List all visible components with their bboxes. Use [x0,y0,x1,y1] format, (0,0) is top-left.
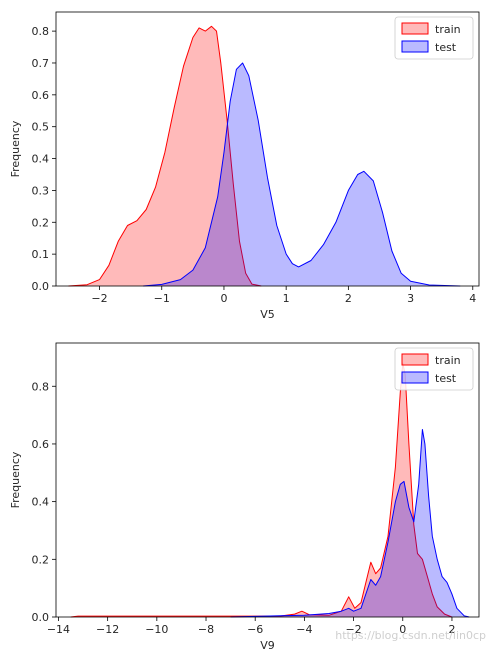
y-tick-label: 0.4 [32,496,50,509]
plot-frame [55,342,480,618]
series-fill-train [68,26,262,287]
series-fill-test [230,429,470,617]
y-axis-label: Frequency [9,120,22,177]
legend-swatch-train [401,22,429,35]
series-line-train [70,362,453,618]
x-tick-label: 0 [220,292,227,305]
legend-label-test: test [435,372,457,385]
chart-v9: −14 −12 −10 −8 −6 −4 −2 0 2 0.0 0.2 0.4 0.6 0.8 V9 Freq… [9,342,480,652]
series-line-test [230,429,470,618]
x-tick-label: −2 [91,292,107,305]
x-tick-label: −8 [198,623,214,636]
x-tick-label: −10 [145,623,168,636]
y-tick-label: 0.0 [32,611,50,624]
legend-label-train: train [435,23,461,36]
y-tick-label: 0.7 [32,57,50,70]
y-tick-label: 0.6 [32,89,50,102]
x-axis-label: V9 [260,639,275,652]
x-tick-label: −14 [47,623,70,636]
y-tick-label: 0.4 [32,153,50,166]
x-axis-label: V5 [260,308,275,321]
legend-label-test: test [435,41,457,54]
y-tick-label: 0.5 [32,121,50,134]
watermark: https://blog.csdn.net/lin0cp [335,629,486,642]
series-line-test [143,62,461,287]
y-tick-label: 0.3 [32,184,50,197]
y-tick-label: 0.1 [32,248,50,261]
legend-label-train: train [435,354,461,367]
x-tick-label: −12 [96,623,119,636]
series-line-train [68,25,262,287]
legend-swatch-test [401,40,429,53]
y-axis-label: Frequency [9,451,22,508]
x-tick-label: 0 [399,623,406,636]
x-tick-label: 1 [283,292,290,305]
plot-frame [55,11,480,287]
x-tick-label: −2 [345,623,361,636]
y-tick-label: 0.6 [32,438,50,451]
series-fill-test [143,63,461,286]
legend-box [394,16,474,60]
y-tick-label: 0.8 [32,25,50,38]
series-fill-train [70,363,452,617]
x-tick-label: −4 [296,623,312,636]
legend-box [394,347,474,391]
x-tick-label: 3 [407,292,414,305]
y-tick-label: 0.0 [32,280,50,293]
x-tick-label: −6 [247,623,263,636]
x-tick-label: 2 [448,623,455,636]
y-tick-label: 0.2 [32,553,50,566]
y-tick-label: 0.8 [32,380,50,393]
chart-v5: −2 −1 0 1 2 3 4 0.0 0.1 0.2 0.3 0.4 0.5 0.6 0.7 0.8 V5 Fr… [9,11,480,321]
x-tick-label: 4 [469,292,476,305]
legend-swatch-test [401,371,429,384]
x-tick-label: 2 [345,292,352,305]
y-tick-label: 0.2 [32,216,50,229]
legend-swatch-train [401,353,429,366]
x-tick-label: −1 [154,292,170,305]
